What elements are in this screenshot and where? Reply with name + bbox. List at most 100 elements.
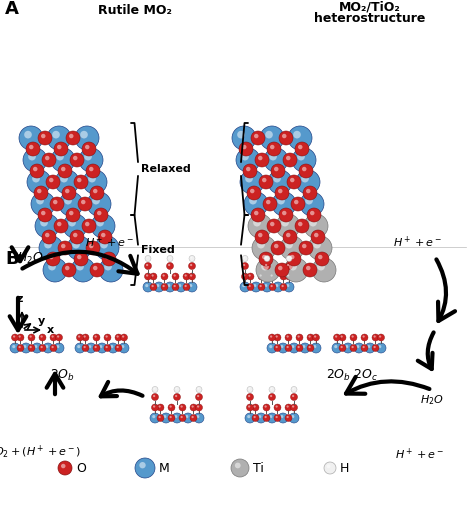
Circle shape — [266, 200, 271, 204]
Circle shape — [284, 282, 294, 292]
Circle shape — [152, 404, 158, 411]
Circle shape — [34, 345, 37, 348]
Circle shape — [145, 255, 151, 262]
Circle shape — [99, 258, 123, 282]
Circle shape — [327, 465, 330, 468]
Circle shape — [300, 192, 324, 216]
Circle shape — [168, 415, 175, 421]
Text: B: B — [5, 250, 18, 268]
Circle shape — [190, 256, 192, 259]
Circle shape — [270, 395, 272, 397]
Circle shape — [303, 263, 317, 277]
Circle shape — [173, 285, 176, 287]
Circle shape — [58, 241, 72, 255]
Circle shape — [363, 335, 365, 338]
Circle shape — [350, 334, 357, 341]
Circle shape — [183, 413, 193, 423]
Circle shape — [286, 233, 291, 237]
Circle shape — [291, 386, 297, 392]
Circle shape — [46, 252, 60, 266]
Circle shape — [119, 343, 129, 353]
Circle shape — [108, 343, 118, 353]
Circle shape — [274, 334, 281, 341]
Text: MO₂/TiO₂: MO₂/TiO₂ — [339, 0, 401, 13]
Circle shape — [196, 415, 200, 418]
Circle shape — [276, 214, 300, 238]
Circle shape — [29, 335, 32, 338]
Circle shape — [286, 284, 289, 287]
Text: M: M — [159, 461, 170, 474]
Circle shape — [173, 393, 181, 401]
Circle shape — [290, 255, 294, 259]
Circle shape — [244, 192, 268, 216]
Text: Fixed: Fixed — [141, 245, 175, 255]
Circle shape — [97, 211, 101, 215]
Circle shape — [324, 462, 336, 474]
Circle shape — [290, 178, 294, 182]
Circle shape — [195, 404, 202, 411]
Circle shape — [145, 263, 152, 269]
Circle shape — [166, 263, 173, 269]
Circle shape — [168, 404, 175, 411]
Circle shape — [275, 416, 278, 418]
Circle shape — [334, 334, 340, 341]
Circle shape — [179, 404, 186, 411]
Circle shape — [54, 219, 68, 233]
Circle shape — [267, 142, 281, 156]
Circle shape — [46, 175, 60, 189]
Circle shape — [51, 148, 75, 172]
Circle shape — [367, 345, 370, 348]
Circle shape — [17, 334, 24, 341]
Circle shape — [274, 167, 279, 171]
Circle shape — [83, 346, 86, 348]
Circle shape — [248, 395, 250, 397]
Circle shape — [61, 464, 65, 468]
Circle shape — [275, 263, 289, 277]
Circle shape — [345, 345, 348, 348]
Circle shape — [279, 208, 293, 222]
Circle shape — [120, 334, 128, 341]
Circle shape — [145, 273, 152, 280]
Circle shape — [73, 233, 77, 237]
Circle shape — [287, 175, 301, 189]
Circle shape — [269, 273, 276, 280]
Circle shape — [245, 175, 253, 182]
Circle shape — [296, 334, 303, 341]
Circle shape — [264, 148, 288, 172]
Circle shape — [92, 197, 100, 204]
Circle shape — [196, 386, 202, 392]
Circle shape — [63, 214, 87, 238]
Circle shape — [275, 405, 278, 408]
Circle shape — [246, 167, 250, 171]
Circle shape — [334, 345, 337, 348]
Circle shape — [65, 189, 70, 193]
Circle shape — [291, 197, 305, 211]
Circle shape — [70, 230, 84, 244]
Circle shape — [267, 219, 281, 233]
Circle shape — [167, 284, 170, 287]
Circle shape — [146, 264, 148, 266]
Circle shape — [240, 170, 264, 194]
Circle shape — [161, 283, 168, 290]
Circle shape — [285, 334, 292, 341]
Text: $H^++e^-$: $H^++e^-$ — [85, 235, 135, 250]
Circle shape — [269, 386, 275, 392]
Circle shape — [340, 335, 343, 338]
Text: z: z — [17, 294, 23, 304]
Circle shape — [77, 178, 82, 182]
Circle shape — [285, 241, 293, 248]
Circle shape — [264, 405, 267, 408]
Circle shape — [86, 241, 100, 255]
Circle shape — [267, 343, 277, 353]
Circle shape — [83, 335, 86, 338]
Circle shape — [75, 126, 99, 150]
Circle shape — [269, 283, 276, 290]
Circle shape — [246, 393, 254, 401]
Circle shape — [231, 459, 249, 477]
Circle shape — [311, 343, 321, 353]
Circle shape — [350, 345, 357, 352]
Circle shape — [158, 416, 161, 418]
Circle shape — [304, 214, 328, 238]
Circle shape — [242, 284, 246, 287]
Circle shape — [256, 258, 280, 282]
